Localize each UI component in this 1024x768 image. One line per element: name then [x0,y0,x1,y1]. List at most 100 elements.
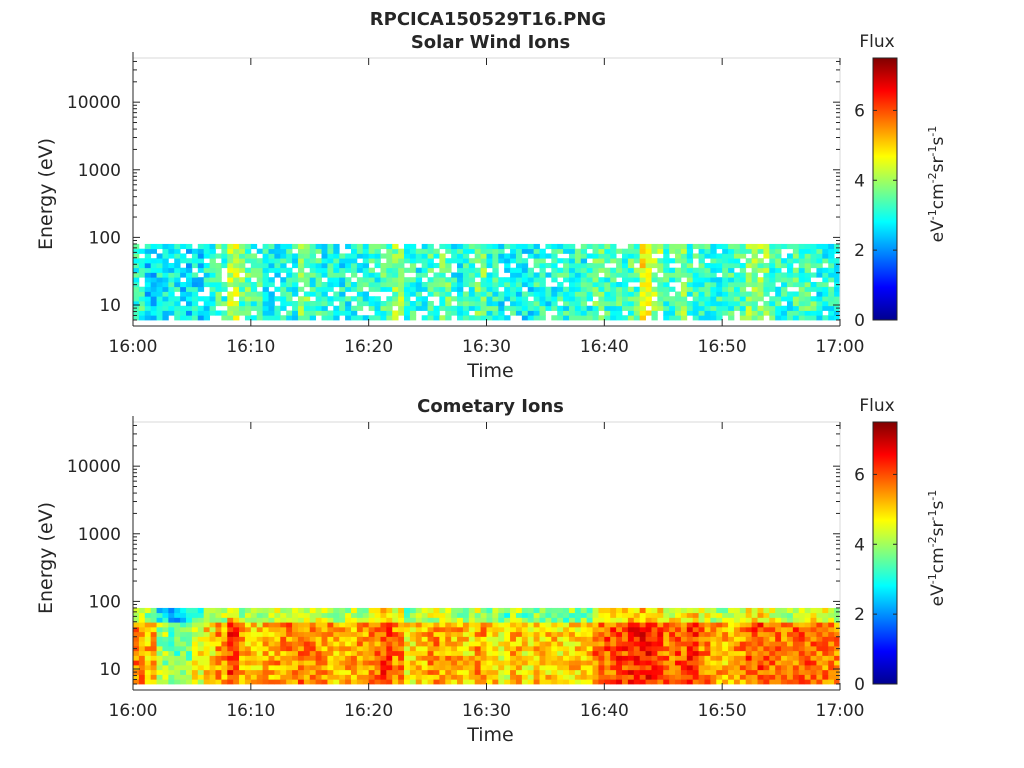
heatmap-cell [763,243,770,250]
heatmap-cell [739,281,747,288]
heatmap-cell [309,607,317,614]
heatmap-cell [657,607,664,614]
heatmap-cell [315,636,322,642]
heatmap-cell [533,645,540,652]
heatmap-cell [533,660,540,666]
heatmap-cell [480,277,487,283]
heatmap-cell [268,607,275,614]
heatmap-cell [816,248,823,254]
heatmap-cell [680,607,688,614]
heatmap-cell [309,291,317,297]
heatmap-cell [427,248,434,254]
heatmap-cell [539,641,546,647]
heatmap-cell [168,645,175,652]
heatmap-cell [203,300,210,307]
x-tick-label: 16:10 [226,337,275,357]
heatmap-cell [633,248,641,254]
heatmap-cell [515,631,523,637]
heatmap-cell [380,645,387,652]
heatmap-cell [692,612,699,618]
heatmap-cell [462,243,470,250]
heatmap-cell [710,243,717,250]
heatmap-cell [150,310,157,316]
heatmap-cell [462,310,470,316]
heatmap-cell [533,650,540,656]
heatmap-cell [816,650,823,656]
heatmap-cell [739,305,747,311]
heatmap-cell [568,641,576,647]
heatmap-cell [539,272,546,278]
heatmap-cell [592,281,599,288]
heatmap-cell [303,636,311,642]
heatmap-cell [716,277,723,283]
heatmap-cell [675,655,682,661]
heatmap-cell [262,248,269,254]
heatmap-cell [557,660,564,666]
heatmap-cell [309,669,317,675]
heatmap-cell [362,248,370,254]
heatmap-cell [356,631,364,637]
heatmap-cell [398,655,405,661]
heatmap-cell [144,655,152,661]
heatmap-cell [692,660,699,666]
heatmap-cell [604,277,611,283]
heatmap-cell [162,272,169,278]
heatmap-cell [162,310,169,316]
heatmap-cell [645,286,652,292]
heatmap-cell [598,636,605,642]
heatmap-cell [451,669,458,675]
heatmap-cell [186,291,193,297]
heatmap-cell [233,631,240,637]
heatmap-cell [757,669,764,675]
heatmap-cell [622,636,629,642]
heatmap-cell [156,660,163,666]
heatmap-cell [144,272,152,278]
heatmap-cell [616,636,623,642]
heatmap-cell [374,243,381,250]
heatmap-cell [144,622,152,628]
heatmap-cell [297,267,305,273]
colorbar-tick-label: 4 [854,535,865,555]
heatmap-cell [692,674,699,680]
heatmap-cell [350,655,358,661]
heatmap-cell [698,272,705,278]
heatmap-cell [539,636,546,642]
heatmap-cell [763,281,770,288]
heatmap-cell [657,636,664,642]
heatmap-cell [533,679,540,685]
heatmap-cell [698,300,705,307]
heatmap-cell [392,315,399,321]
heatmap-cell [321,248,328,254]
heatmap-cell [445,296,452,302]
heatmap-cell [716,286,723,292]
heatmap-cell [168,262,175,269]
heatmap-cell [598,315,605,321]
heatmap-cell [368,286,375,292]
heatmap-cell [657,664,664,671]
heatmap-cell [669,655,676,661]
heatmap-cell [757,679,764,685]
heatmap-cell [663,253,670,259]
heatmap-cell [303,305,311,311]
heatmap-cell [315,655,322,661]
heatmap-cell [810,248,817,254]
heatmap-cell [280,281,287,288]
heatmap-cell [657,660,664,666]
heatmap-cell [138,660,146,666]
heatmap-cell [427,617,434,623]
heatmap-cell [769,607,776,614]
heatmap-cell [828,674,835,680]
heatmap-cell [462,650,470,656]
heatmap-cell [398,310,405,316]
heatmap-cell [639,305,646,311]
heatmap-cell [374,622,381,628]
heatmap-cell [292,664,299,671]
heatmap-cell [386,277,393,283]
heatmap-cell [722,626,729,633]
heatmap-cell [227,674,234,680]
heatmap-cell [645,300,652,307]
heatmap-cell [150,626,157,633]
heatmap-cell [527,660,535,666]
heatmap-cell [739,626,747,633]
heatmap-cell [292,300,299,307]
